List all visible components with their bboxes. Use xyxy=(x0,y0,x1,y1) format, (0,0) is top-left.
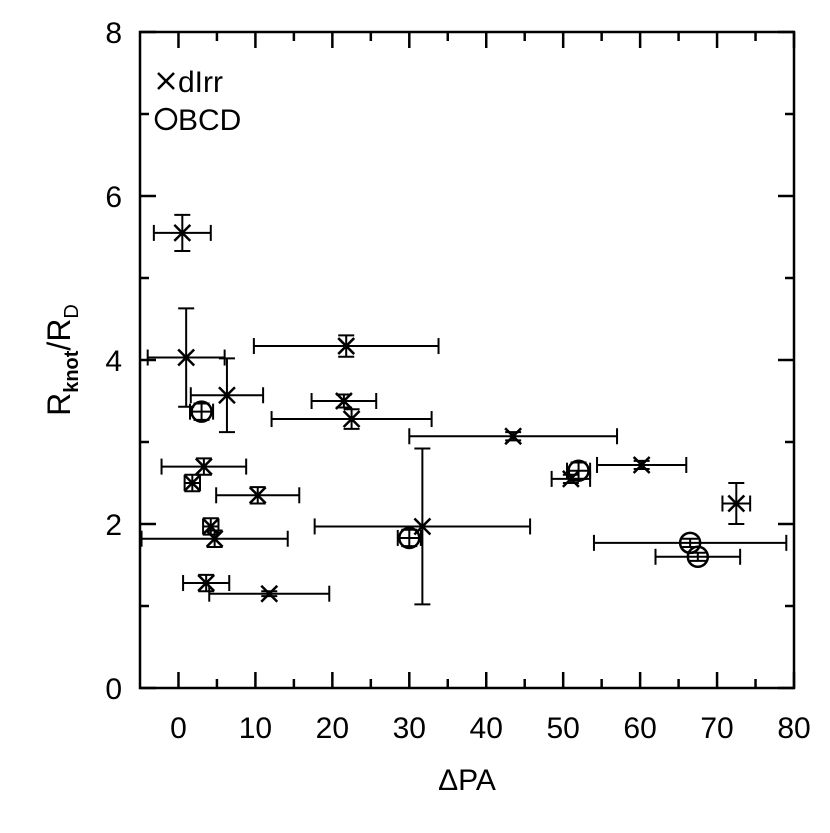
data-point-dirr xyxy=(727,494,746,513)
y-label-sub-d: D xyxy=(61,304,83,318)
error-bar xyxy=(183,473,202,493)
y-label-main: R xyxy=(41,393,77,416)
data-point-dirr xyxy=(218,386,236,405)
data-point-dirr xyxy=(342,410,361,428)
x-tick-label: 20 xyxy=(316,712,349,745)
cross-stroke xyxy=(218,386,236,405)
data-point-bcd xyxy=(190,400,213,423)
x-tick-label: 70 xyxy=(700,712,733,745)
cross-stroke xyxy=(335,392,353,410)
y-tick-label: 4 xyxy=(105,345,122,378)
cross-stroke xyxy=(194,457,213,476)
y-label-sep: /R xyxy=(41,319,77,351)
y-tick-label: 2 xyxy=(105,509,122,542)
x-tick-label: 30 xyxy=(393,712,426,745)
legend: dIrr BCD xyxy=(154,66,241,137)
cross-stroke xyxy=(260,584,279,603)
x-tick-label: 80 xyxy=(777,712,810,745)
legend-label-bcd: BCD xyxy=(178,104,241,137)
error-bar xyxy=(592,534,788,551)
y-label-sub-knot: knot xyxy=(61,350,83,393)
data-point-dirr xyxy=(260,584,279,603)
data-point-dirr xyxy=(632,456,651,474)
cross-stroke xyxy=(342,410,361,428)
data-point-bcd xyxy=(398,526,421,550)
data-point-dirr xyxy=(337,337,356,355)
y-tick-label: 6 xyxy=(105,181,122,214)
y-tick-label: 8 xyxy=(105,17,122,50)
cross-stroke xyxy=(205,529,224,548)
data-point-bcd xyxy=(567,459,590,482)
data-point-dirr xyxy=(201,517,220,536)
y-axis-label: Rknot/RD xyxy=(41,304,83,416)
cross-stroke xyxy=(201,517,220,536)
data-point-dirr xyxy=(194,457,213,476)
legend-circle-mark xyxy=(154,107,178,131)
tick-labels: 0 10 20 30 40 50 60 70 80 0 2 4 6 8 xyxy=(105,17,810,745)
cross-stroke xyxy=(248,486,267,505)
legend-cross-mark xyxy=(157,72,175,90)
axis-ticks xyxy=(140,30,796,690)
data-point-dirr xyxy=(177,348,196,367)
x-tick-label: 10 xyxy=(239,712,272,745)
data-point-dirr xyxy=(335,392,353,410)
x-tick-label: 60 xyxy=(623,712,656,745)
legend-label-dirr: dIrr xyxy=(178,66,223,99)
data-point-dirr xyxy=(504,427,523,446)
x-tick-label: 40 xyxy=(470,712,503,745)
cross-stroke xyxy=(727,494,746,513)
data-point-dirr xyxy=(205,529,224,548)
x-axis-label: ΔPA xyxy=(438,764,496,797)
cross-stroke xyxy=(177,348,196,367)
cross-stroke xyxy=(183,474,202,492)
cross-stroke xyxy=(337,337,356,355)
data-point-bcd xyxy=(686,545,710,569)
cross-stroke xyxy=(504,427,523,446)
data-markers xyxy=(173,224,746,603)
svg-text:Rknot/RD: Rknot/RD xyxy=(41,304,83,416)
x-tick-label: 0 xyxy=(170,712,187,745)
x-tick-label: 50 xyxy=(546,712,579,745)
cross-stroke xyxy=(632,456,651,474)
data-point-dirr xyxy=(183,474,202,492)
y-tick-label: 0 xyxy=(105,673,122,706)
error-bars xyxy=(140,213,788,606)
legend-cross-icon xyxy=(157,72,175,90)
data-point-dirr xyxy=(248,486,267,505)
legend-circle-icon xyxy=(154,107,178,131)
cross-stroke xyxy=(157,72,175,90)
data-point-dirr xyxy=(173,224,192,242)
cross-stroke xyxy=(173,224,192,242)
error-bar xyxy=(654,548,742,565)
data-point-dirr xyxy=(197,574,216,592)
cross-stroke xyxy=(197,574,216,592)
data-point-bcd xyxy=(678,531,702,555)
